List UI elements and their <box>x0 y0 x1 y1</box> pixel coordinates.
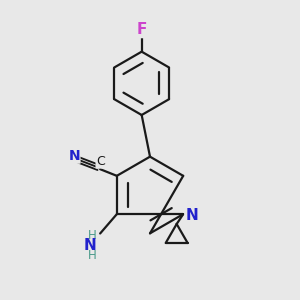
Text: N: N <box>185 208 198 223</box>
Text: H: H <box>87 229 96 242</box>
Text: F: F <box>136 22 147 38</box>
Text: N: N <box>69 149 80 164</box>
Text: H: H <box>87 249 96 262</box>
Text: N: N <box>84 238 97 253</box>
Text: C: C <box>96 155 104 168</box>
